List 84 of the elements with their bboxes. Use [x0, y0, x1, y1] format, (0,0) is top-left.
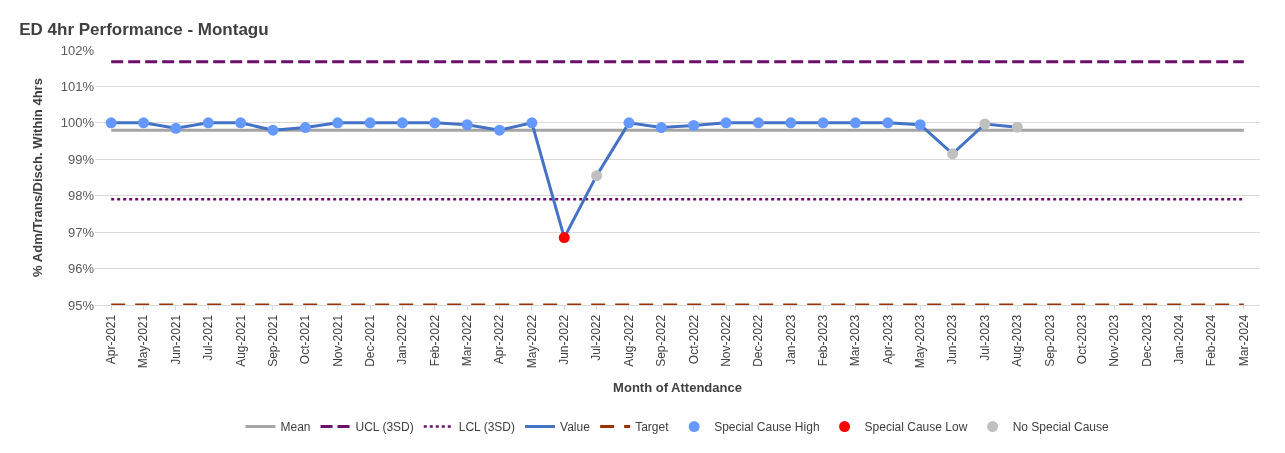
point	[623, 117, 635, 129]
legend-label: Special Cause High	[714, 420, 820, 435]
x-tick-label: Oct-2022	[686, 314, 701, 365]
x-tick-label: Nov-2022	[718, 314, 733, 367]
x-tick-label: Mar-2022	[460, 314, 475, 367]
point	[138, 117, 150, 129]
chart-title: ED 4hr Performance - Montagu	[19, 19, 269, 39]
point	[364, 117, 376, 129]
point	[170, 122, 182, 134]
legend-label: Mean	[280, 420, 311, 435]
legend-label: Special Cause Low	[864, 420, 968, 435]
point	[396, 117, 408, 129]
legend-label: No Special Cause	[1012, 420, 1110, 435]
point	[1011, 121, 1023, 133]
x-tick-label: Apr-2021	[104, 314, 119, 365]
x-tick-label: Jun-2021	[168, 314, 183, 365]
y-tick-label: 100%	[60, 115, 95, 131]
point	[332, 117, 344, 129]
x-tick-label: Apr-2023	[880, 314, 895, 365]
x-tick-label: Mar-2023	[848, 314, 863, 367]
x-tick-label: Dec-2023	[1139, 314, 1154, 367]
point	[882, 117, 894, 129]
y-axis-title: % Adm/Trans/Disch. Within 4hrs	[29, 78, 45, 277]
point	[526, 117, 538, 129]
x-tick-label: Dec-2022	[751, 314, 766, 367]
x-tick-label: Mar-2024	[1236, 314, 1251, 367]
x-tick-label: Nov-2021	[330, 314, 345, 367]
x-tick-label: Jul-2021	[201, 314, 216, 361]
x-tick-label: Jul-2023	[977, 314, 992, 361]
x-tick-label: Jan-2022	[395, 314, 410, 365]
point	[947, 148, 959, 160]
point	[494, 124, 506, 136]
legend-label: Target	[635, 420, 670, 435]
y-tick-label: 97%	[67, 224, 95, 240]
point	[267, 124, 279, 136]
x-tick-label: Sep-2021	[265, 314, 280, 367]
y-tick-label: 95%	[67, 297, 95, 313]
x-tick-label: Dec-2021	[362, 314, 377, 367]
x-tick-label: Jun-2022	[557, 314, 572, 365]
x-tick-label: Feb-2022	[427, 314, 442, 367]
x-tick-label: Aug-2022	[621, 314, 636, 367]
x-tick-label: Aug-2023	[1010, 314, 1025, 367]
x-tick-label: Oct-2021	[298, 314, 313, 365]
point	[979, 118, 991, 130]
legend-label: UCL (3SD)	[355, 420, 414, 435]
point	[849, 117, 861, 129]
point	[299, 122, 311, 134]
x-tick-label: Jan-2024	[1172, 314, 1186, 365]
point	[235, 117, 247, 129]
x-tick-label: Oct-2023	[1074, 314, 1089, 365]
x-tick-label: May-2022	[524, 314, 539, 369]
x-tick-label: Feb-2024	[1204, 314, 1219, 367]
x-tick-label: Jun-2023	[945, 314, 960, 365]
point	[817, 117, 829, 129]
point	[785, 117, 797, 129]
point	[720, 117, 732, 129]
x-axis-title: Month of Attendance	[613, 379, 742, 395]
point	[591, 170, 603, 182]
point	[558, 232, 570, 244]
legend-label: Value	[560, 420, 591, 435]
x-tick-label: Aug-2021	[233, 314, 248, 367]
point	[461, 119, 473, 131]
x-tick-label: May-2021	[136, 314, 151, 369]
y-tick-label: 96%	[67, 261, 95, 277]
point	[105, 117, 117, 129]
y-tick-label: 99%	[67, 151, 95, 167]
x-tick-label: Apr-2022	[492, 314, 507, 365]
x-tick-label: Sep-2023	[1042, 314, 1057, 367]
x-tick-label: Jan-2023	[783, 314, 798, 365]
point	[752, 117, 764, 129]
y-tick-label: 101%	[60, 78, 95, 94]
x-tick-label: Nov-2023	[1107, 314, 1122, 367]
y-tick-label: 102%	[60, 42, 95, 58]
point	[914, 119, 926, 131]
x-tick-label: Feb-2023	[816, 314, 831, 367]
point	[429, 117, 441, 129]
x-tick-label: Jul-2022	[589, 314, 604, 361]
x-tick-label: Sep-2022	[654, 314, 669, 367]
point	[202, 117, 214, 129]
point	[688, 119, 700, 131]
x-tick-label: May-2023	[913, 314, 928, 369]
point	[655, 122, 667, 134]
y-tick-label: 98%	[67, 188, 95, 204]
legend-label: LCL (3SD)	[458, 420, 516, 435]
